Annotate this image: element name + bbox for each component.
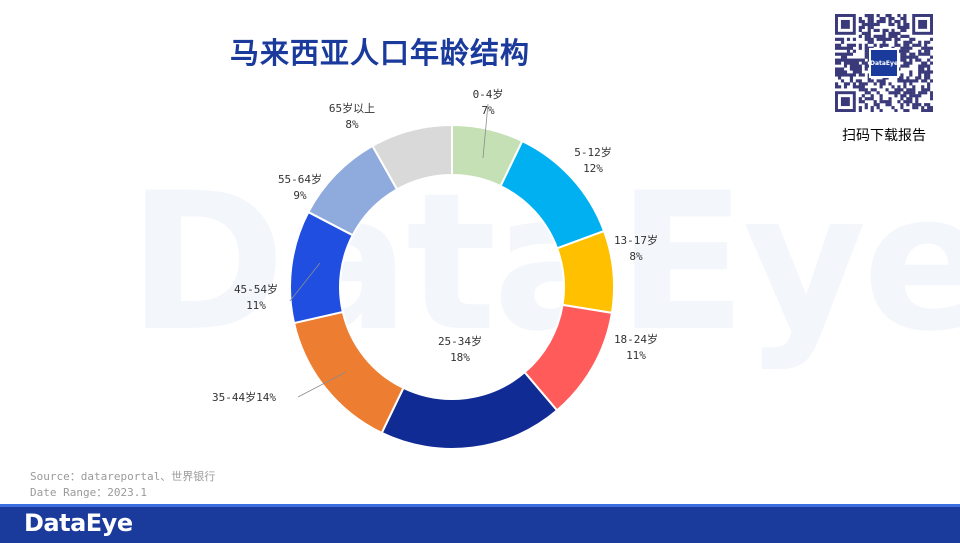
slice-label-0: 0-4岁 [473, 87, 504, 101]
date-range-line: Date Range：2023.1 [30, 486, 147, 499]
slice-value-8: 8% [345, 118, 359, 131]
slice-value-1: 12% [583, 162, 603, 175]
slice-label-2: 13-17岁 [614, 233, 658, 247]
slice-label-1: 5-12岁 [574, 145, 612, 159]
slice-8 [371, 123, 453, 191]
slice-label-7: 55-64岁 [278, 172, 322, 186]
qr-logo: DataEye [869, 48, 899, 78]
source-line: Source：datareportal、世界银行 [30, 470, 216, 483]
leader-line-0 [482, 103, 489, 159]
footer-logo: DataEye [24, 509, 133, 537]
slice-label-5: 35-44岁14% [212, 390, 276, 404]
slice-label-4: 25-34岁 [438, 334, 482, 348]
leader-line-5 [297, 371, 347, 398]
slice-label-3: 18-24岁 [614, 332, 658, 346]
slice-4 [380, 370, 559, 450]
slice-label-8: 65岁以上 [329, 101, 375, 115]
slice-value-4: 18% [450, 351, 470, 364]
page-title: 马来西亚人口年龄结构 [229, 36, 530, 70]
slice-value-7: 9% [293, 189, 307, 202]
leader-line-6 [289, 262, 321, 302]
source-note: Source：datareportal、世界银行 Date Range：2023… [30, 469, 215, 501]
slice-value-6: 11% [246, 299, 266, 312]
qr-caption: 扫码下载报告 [842, 128, 926, 144]
slice-value-2: 8% [629, 250, 643, 263]
footer-bar: DataEye [0, 504, 960, 543]
slice-5 [292, 310, 405, 435]
slice-value-0: 7% [481, 104, 495, 117]
slice-label-6: 45-54岁 [234, 282, 278, 296]
slice-value-3: 11% [626, 349, 646, 362]
